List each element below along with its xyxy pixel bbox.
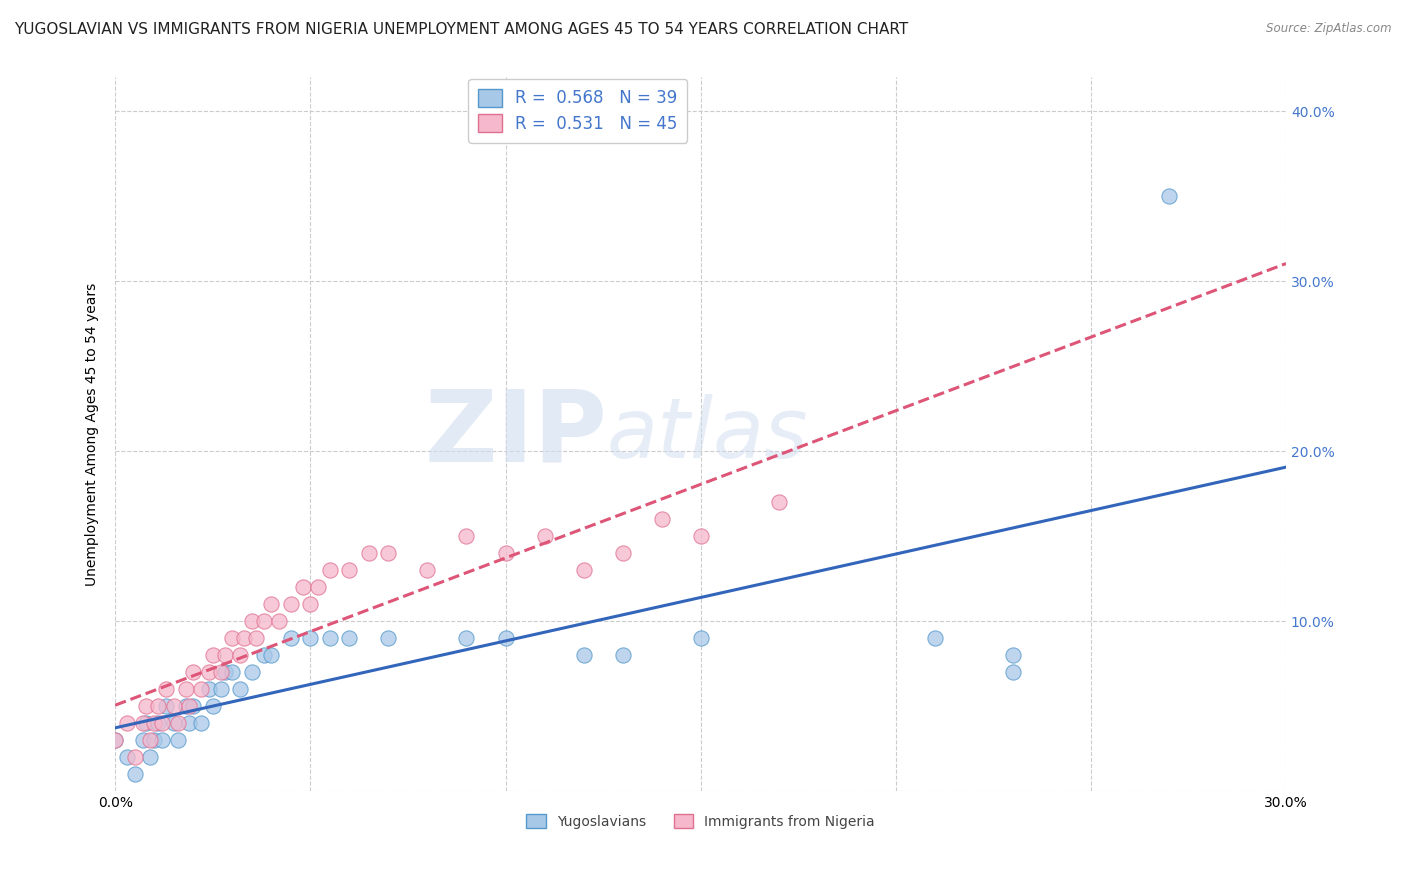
Y-axis label: Unemployment Among Ages 45 to 54 years: Unemployment Among Ages 45 to 54 years — [86, 283, 100, 586]
Point — [280, 632, 302, 646]
Point — [319, 632, 342, 646]
Point — [280, 597, 302, 611]
Point — [209, 665, 232, 680]
Point — [124, 767, 146, 781]
Point — [291, 580, 314, 594]
Point — [233, 632, 256, 646]
Point — [148, 699, 170, 714]
Point — [104, 733, 127, 747]
Point — [240, 615, 263, 629]
Point — [174, 699, 197, 714]
Point — [221, 632, 243, 646]
Point — [651, 512, 673, 526]
Point — [260, 648, 283, 663]
Point — [214, 665, 236, 680]
Point — [181, 699, 204, 714]
Point — [495, 546, 517, 560]
Point — [131, 716, 153, 731]
Point — [163, 716, 186, 731]
Point — [269, 615, 291, 629]
Point — [139, 733, 162, 747]
Point — [299, 597, 322, 611]
Point — [150, 733, 173, 747]
Point — [150, 716, 173, 731]
Point — [229, 648, 252, 663]
Point — [533, 529, 555, 543]
Point — [572, 648, 595, 663]
Legend: Yugoslavians, Immigrants from Nigeria: Yugoslavians, Immigrants from Nigeria — [520, 808, 880, 834]
Point — [198, 682, 221, 697]
Point — [339, 632, 361, 646]
Point — [148, 716, 170, 731]
Point — [1157, 189, 1180, 203]
Text: atlas: atlas — [607, 394, 808, 475]
Point — [214, 648, 236, 663]
Point — [190, 716, 212, 731]
Point — [768, 495, 790, 509]
Point — [377, 546, 399, 560]
Point — [163, 699, 186, 714]
Point — [319, 563, 342, 577]
Point — [209, 682, 232, 697]
Point — [307, 580, 329, 594]
Text: Source: ZipAtlas.com: Source: ZipAtlas.com — [1267, 22, 1392, 36]
Point — [252, 615, 274, 629]
Point — [456, 529, 478, 543]
Point — [339, 563, 361, 577]
Point — [377, 632, 399, 646]
Point — [245, 632, 267, 646]
Point — [572, 563, 595, 577]
Point — [252, 648, 274, 663]
Point — [495, 632, 517, 646]
Point — [143, 716, 166, 731]
Point — [135, 699, 157, 714]
Point — [456, 632, 478, 646]
Point — [143, 733, 166, 747]
Point — [179, 716, 201, 731]
Point — [190, 682, 212, 697]
Point — [299, 632, 322, 646]
Point — [221, 665, 243, 680]
Point — [689, 529, 711, 543]
Point — [612, 546, 634, 560]
Point — [198, 665, 221, 680]
Point — [104, 733, 127, 747]
Point — [115, 750, 138, 764]
Point — [689, 632, 711, 646]
Point — [612, 648, 634, 663]
Point — [1001, 648, 1024, 663]
Point — [155, 699, 177, 714]
Point — [357, 546, 380, 560]
Point — [135, 716, 157, 731]
Text: YUGOSLAVIAN VS IMMIGRANTS FROM NIGERIA UNEMPLOYMENT AMONG AGES 45 TO 54 YEARS CO: YUGOSLAVIAN VS IMMIGRANTS FROM NIGERIA U… — [14, 22, 908, 37]
Point — [229, 682, 252, 697]
Point — [115, 716, 138, 731]
Point — [131, 733, 153, 747]
Point — [260, 597, 283, 611]
Point — [179, 699, 201, 714]
Point — [155, 682, 177, 697]
Point — [166, 733, 188, 747]
Point — [201, 648, 224, 663]
Point — [240, 665, 263, 680]
Point — [416, 563, 439, 577]
Point — [924, 632, 946, 646]
Point — [174, 682, 197, 697]
Point — [139, 750, 162, 764]
Point — [181, 665, 204, 680]
Text: ZIP: ZIP — [425, 386, 607, 483]
Point — [201, 699, 224, 714]
Point — [166, 716, 188, 731]
Point — [124, 750, 146, 764]
Point — [1001, 665, 1024, 680]
